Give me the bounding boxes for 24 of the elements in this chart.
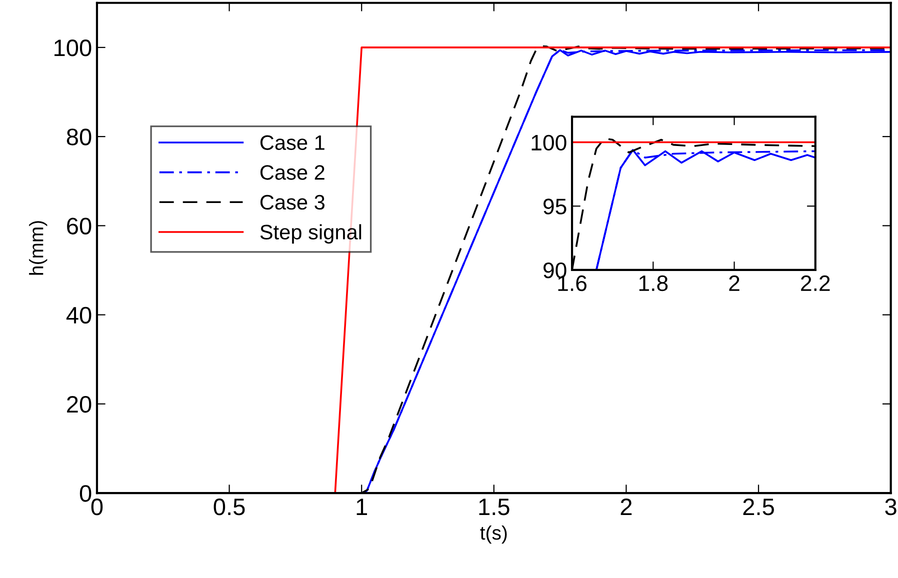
y-tick-label: 40 xyxy=(66,306,92,324)
legend-label: Step signal xyxy=(260,224,362,244)
x-tick-label: 2 xyxy=(729,275,740,291)
x-tick-label: 2.2 xyxy=(801,275,830,291)
y-tick-label: 95 xyxy=(543,198,566,214)
y-tick-label: 100 xyxy=(54,40,92,56)
y-axis-title: h(mm) xyxy=(29,221,48,275)
x-tick-label: 3 xyxy=(885,498,896,516)
y-tick-label: 0 xyxy=(80,485,92,502)
legend-label: Case 2 xyxy=(260,165,324,180)
x-tick-label: 1 xyxy=(356,498,368,516)
x-tick-label: 1.8 xyxy=(639,275,668,292)
legend-label: Case 1 xyxy=(260,135,324,150)
x-tick-label: 0.5 xyxy=(214,498,245,516)
x-tick-label: 2 xyxy=(620,498,632,516)
x-axis-title: t(s) xyxy=(480,525,507,544)
x-tick-label: 0 xyxy=(91,498,103,516)
x-tick-label: 2.5 xyxy=(743,498,774,516)
y-tick-label: 20 xyxy=(67,396,92,413)
y-tick-label: 60 xyxy=(67,218,92,234)
y-tick-label: 100 xyxy=(532,134,566,151)
legend-label: Case 3 xyxy=(260,194,324,210)
x-tick-label: 1.5 xyxy=(479,498,510,516)
y-tick-label: 80 xyxy=(66,128,92,146)
